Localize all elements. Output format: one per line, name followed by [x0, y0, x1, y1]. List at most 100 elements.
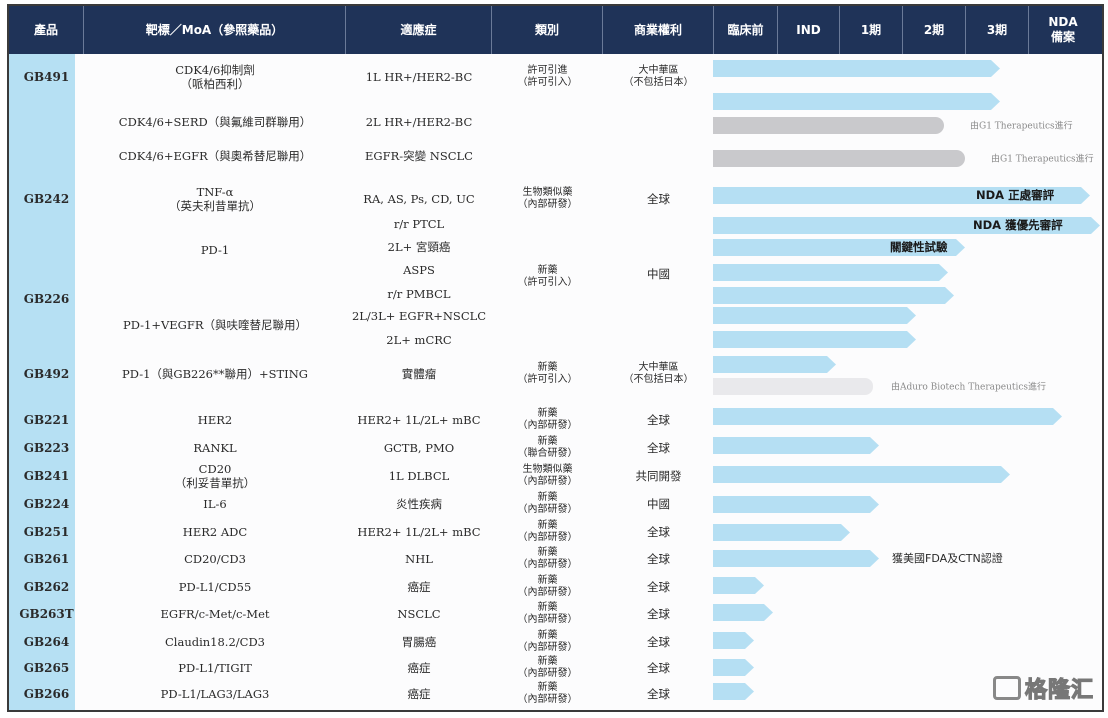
- category: 新藥 （許可引入）: [517, 362, 578, 385]
- product-name: GB266: [23, 687, 70, 701]
- commercial-rights: 中國: [647, 497, 670, 511]
- indication: EGFR-突變 NSCLC: [365, 149, 473, 163]
- product-name: GB262: [23, 580, 70, 594]
- designation-note: 獲美國FDA及CTN認證: [892, 552, 1003, 565]
- partner-note: 由G1 Therapeutics進行: [991, 154, 1094, 165]
- indication: 癌症: [407, 661, 431, 675]
- commercial-rights: 全球: [647, 687, 670, 701]
- commercial-rights: 全球: [647, 607, 670, 621]
- commercial-rights: 共同開發: [635, 469, 682, 483]
- category: 許可引進 （許可引入）: [517, 65, 578, 88]
- target-moa: IL-6: [203, 497, 227, 511]
- commercial-rights: 全球: [647, 635, 670, 649]
- header-col-4: 商業權利: [603, 6, 714, 54]
- indication: HER2+ 1L/2L+ mBC: [357, 413, 481, 427]
- commercial-rights: 全球: [647, 525, 670, 539]
- header-col-8: 2期: [903, 6, 966, 54]
- pipeline-table: 產品 靶標／MoA（參照藥品） 適應症 類別 商業權利 臨床前 IND 1期 2期 3期 NDA 備案…: [7, 4, 1104, 712]
- category: 新藥 （內部研發）: [517, 408, 578, 431]
- watermark-text: 格隆汇: [1024, 677, 1094, 703]
- commercial-rights: 全球: [647, 441, 670, 455]
- progress-bar: [713, 632, 754, 649]
- commercial-rights: 全球: [647, 413, 670, 427]
- commercial-rights: 大中華區 （不包括日本）: [623, 362, 694, 385]
- indication: HER2+ 1L/2L+ mBC: [357, 525, 481, 539]
- indication: r/r PMBCL: [387, 287, 451, 301]
- bar-label: NDA 正處審評: [976, 188, 1055, 202]
- product-name: GB226: [23, 292, 70, 306]
- target-moa: PD-1+VEGFR（與呋喹替尼聯用）: [122, 318, 308, 332]
- indication: 2L HR+/HER2-BC: [365, 115, 473, 129]
- target-moa: CDK4/6抑制劑 （哌柏西利）: [175, 63, 255, 91]
- indication: GCTB, PMO: [383, 441, 455, 455]
- header-col-6: IND: [778, 6, 840, 54]
- progress-bar: [713, 577, 764, 594]
- commercial-rights: 中國: [647, 267, 670, 281]
- product-name: GB264: [23, 635, 70, 649]
- logo-icon: [992, 676, 1021, 700]
- category: 新藥 （內部研發）: [517, 682, 578, 705]
- progress-bar: [713, 683, 754, 700]
- product-name: GB223: [23, 441, 70, 455]
- commercial-rights: 全球: [647, 192, 670, 206]
- commercial-rights: 全球: [647, 661, 670, 675]
- indication: 2L+ mCRC: [386, 333, 452, 347]
- progress-bar: [713, 378, 873, 395]
- product-name: GB491: [23, 70, 70, 84]
- indication: 2L/3L+ EGFR+NSCLC: [351, 309, 487, 323]
- category: 生物類似藥 （內部研發）: [517, 464, 578, 487]
- category: 新藥 （內部研發）: [517, 630, 578, 653]
- header-col-9: 3期: [966, 6, 1029, 54]
- table-header: 產品 靶標／MoA（參照藥品） 適應症 類別 商業權利 臨床前 IND 1期 2期 3期 NDA 備案: [9, 6, 1102, 54]
- progress-bar: [713, 466, 1010, 483]
- header-col-0: 產品: [9, 6, 84, 54]
- progress-bar: [713, 93, 1000, 110]
- target-moa: PD-L1/CD55: [178, 580, 252, 594]
- commercial-rights: 大中華區 （不包括日本）: [623, 65, 694, 88]
- bar-label: NDA 獲優先審評: [973, 218, 1063, 232]
- header-col-5: 臨床前: [714, 6, 778, 54]
- commercial-rights: 全球: [647, 580, 670, 594]
- progress-bar: [713, 331, 916, 348]
- product-name: GB242: [23, 192, 70, 206]
- progress-bar: [713, 524, 850, 541]
- target-moa: CD20/CD3: [184, 552, 246, 566]
- progress-bar: [713, 117, 944, 134]
- indication: NHL: [405, 552, 433, 566]
- indication: 癌症: [407, 580, 431, 594]
- progress-bar: [713, 659, 754, 676]
- category: 新藥 （內部研發）: [517, 602, 578, 625]
- progress-bar: [713, 287, 954, 304]
- target-moa: PD-1（與GB226**聯用）+STING: [122, 367, 308, 381]
- category: 新藥 （內部研發）: [517, 575, 578, 598]
- product-name: GB492: [23, 367, 70, 381]
- indication: 實體瘤: [401, 367, 437, 381]
- product-name: GB261: [23, 552, 70, 566]
- indication: NSCLC: [397, 607, 441, 621]
- target-moa: HER2 ADC: [182, 525, 248, 539]
- header-col-2: 適應症: [346, 6, 492, 54]
- progress-bar: [713, 187, 1090, 204]
- progress-bar: [713, 150, 965, 167]
- indication: 胃腸癌: [401, 635, 437, 649]
- product-name: GB241: [23, 469, 70, 483]
- indication: 1L DLBCL: [388, 469, 450, 483]
- progress-bar: [713, 264, 948, 281]
- commercial-rights: 全球: [647, 552, 670, 566]
- category: 新藥 （內部研發）: [517, 520, 578, 543]
- progress-bar: [713, 408, 1062, 425]
- partner-note: 由Aduro Biotech Therapeutics進行: [891, 382, 1047, 393]
- indication: ASPS: [403, 263, 435, 277]
- category: 新藥 （內部研發）: [517, 492, 578, 515]
- watermark-logo: 格隆汇: [992, 672, 1094, 704]
- indication: 炎性疾病: [396, 497, 442, 511]
- bar-label: 關鍵性試驗: [890, 240, 948, 254]
- progress-bar: [713, 356, 836, 373]
- product-name: GB265: [23, 661, 70, 675]
- category: 新藥 （聯合研發）: [517, 436, 578, 459]
- category: 新藥 （內部研發）: [517, 547, 578, 570]
- progress-bar: [713, 217, 1100, 234]
- category: 新藥 （許可引入）: [517, 265, 578, 288]
- product-name: GB224: [23, 497, 70, 511]
- category: 生物類似藥 （內部研發）: [517, 187, 578, 210]
